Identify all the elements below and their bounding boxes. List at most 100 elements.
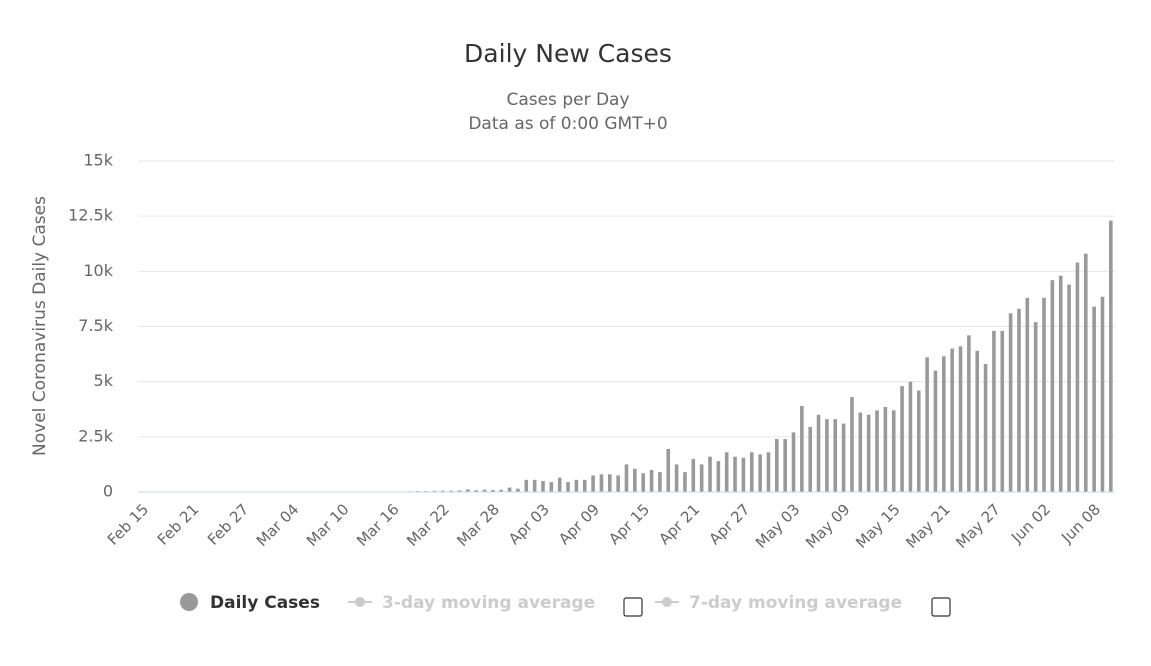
- y-tick-label: 15k: [83, 151, 113, 170]
- legend-label[interactable]: Daily Cases: [210, 593, 320, 613]
- x-tick-label: Mar 28: [453, 500, 503, 550]
- y-tick-label: 7.5k: [78, 316, 113, 335]
- bar: [674, 464, 679, 492]
- bar: [649, 469, 654, 492]
- chart-subtitle: Data as of 0:00 GMT+0: [468, 114, 667, 134]
- bar: [875, 410, 879, 492]
- bar: [992, 330, 996, 492]
- x-tick-label: May 09: [802, 500, 854, 552]
- bar: [850, 397, 854, 492]
- checkbox[interactable]: [931, 597, 951, 617]
- x-tick-label: Feb 27: [204, 500, 252, 548]
- legend-label[interactable]: 3-day moving average: [382, 593, 595, 613]
- x-tick-label: Apr 27: [705, 500, 753, 548]
- bar: [466, 489, 470, 492]
- bar: [482, 489, 487, 492]
- bar: [524, 479, 529, 492]
- bar: [758, 454, 762, 492]
- bar: [607, 474, 612, 492]
- bar: [1109, 220, 1113, 492]
- bar: [1017, 308, 1021, 492]
- legend-marker: [180, 593, 198, 611]
- bar: [532, 479, 537, 492]
- bar: [1075, 262, 1080, 492]
- bar: [883, 407, 888, 492]
- bar: [449, 490, 453, 492]
- x-tick-label: Jun 02: [1007, 500, 1054, 547]
- legend-marker: [355, 597, 365, 607]
- x-tick-label: May 03: [752, 500, 804, 552]
- bar: [958, 346, 963, 492]
- bar: [683, 472, 687, 492]
- checkbox[interactable]: [623, 597, 643, 617]
- bar: [1083, 253, 1088, 492]
- bar: [566, 482, 570, 492]
- bar: [950, 348, 954, 492]
- bar: [800, 405, 804, 492]
- bar: [641, 473, 646, 492]
- y-axis-label: Novel Coronavirus Daily Cases: [30, 196, 50, 456]
- bar: [1100, 296, 1105, 492]
- bar: [766, 452, 771, 492]
- bar: [549, 482, 554, 492]
- bar: [1092, 306, 1096, 492]
- bar: [866, 414, 871, 492]
- y-tick-label: 12.5k: [68, 206, 114, 225]
- bar: [1058, 275, 1063, 492]
- bar: [616, 475, 620, 492]
- bar: [775, 439, 779, 492]
- chart-subtitle: Cases per Day: [506, 90, 629, 110]
- y-tick-label: 10k: [83, 261, 113, 280]
- bar: [783, 439, 787, 492]
- bar: [1025, 297, 1030, 492]
- bar: [699, 464, 704, 492]
- bar: [983, 364, 988, 492]
- y-tick-label: 5k: [94, 371, 114, 390]
- x-tick-label: May 27: [952, 500, 1004, 552]
- x-tick-label: May 15: [852, 500, 904, 552]
- bar: [791, 432, 796, 492]
- bar: [582, 479, 587, 492]
- bar: [716, 461, 721, 492]
- bar: [666, 448, 671, 492]
- bar: [1042, 297, 1046, 492]
- bar: [916, 390, 921, 492]
- bar: [507, 487, 512, 492]
- bar: [858, 412, 863, 492]
- bar: [733, 456, 737, 492]
- bar: [967, 335, 971, 492]
- bar: [457, 490, 462, 492]
- legend-marker: [662, 597, 672, 607]
- bar: [833, 419, 838, 492]
- y-tick-label: 2.5k: [78, 426, 113, 445]
- bar: [825, 419, 829, 492]
- bar: [474, 490, 478, 492]
- legend-label[interactable]: 7-day moving average: [689, 593, 902, 613]
- x-tick-label: Apr 21: [655, 500, 703, 548]
- bar: [599, 474, 604, 492]
- bar: [1000, 330, 1005, 492]
- bar: [900, 386, 904, 492]
- bar: [658, 472, 662, 492]
- x-tick-label: Feb 15: [104, 500, 152, 548]
- bar: [841, 423, 846, 492]
- bar: [925, 357, 929, 492]
- bar: [624, 464, 629, 492]
- x-tick-label: Jun 08: [1057, 500, 1104, 547]
- bar: [491, 490, 495, 492]
- bar: [741, 457, 746, 492]
- bar: [942, 356, 946, 492]
- bar: [933, 370, 938, 492]
- bar: [891, 410, 896, 492]
- bar: [1008, 313, 1013, 492]
- bar: [440, 490, 445, 492]
- bar: [816, 414, 821, 492]
- bar: [975, 350, 980, 492]
- bar: [516, 488, 520, 492]
- bar: [1050, 280, 1055, 492]
- x-tick-label: Mar 22: [403, 500, 453, 550]
- x-tick-label: Mar 04: [253, 500, 303, 550]
- bar: [749, 452, 754, 492]
- bar: [808, 426, 813, 492]
